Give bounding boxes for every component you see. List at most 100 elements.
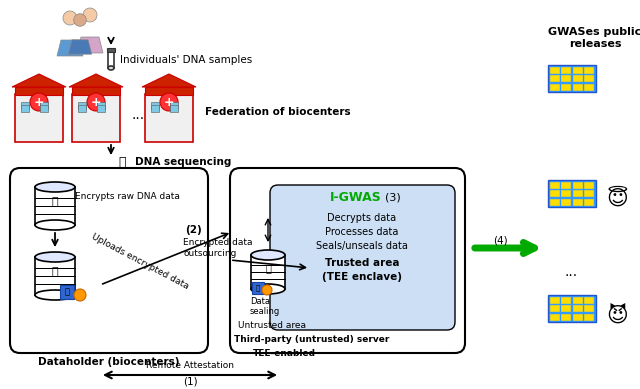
Bar (550, 314, 559, 321)
Text: (3): (3) (385, 192, 401, 202)
Bar (108, 50, 114, 68)
Ellipse shape (35, 290, 75, 300)
Bar (561, 190, 571, 197)
Text: +: + (91, 96, 101, 109)
Bar (561, 182, 571, 189)
Circle shape (262, 285, 272, 295)
Bar (561, 198, 571, 205)
Bar (561, 296, 571, 303)
Text: sealing: sealing (250, 307, 280, 317)
Bar (97, 102, 105, 109)
Text: Trusted area: Trusted area (324, 258, 399, 268)
Text: TEE-enabled: TEE-enabled (253, 349, 316, 357)
Bar (252, 282, 264, 294)
Bar (35, 257, 75, 295)
Bar (584, 75, 594, 82)
Bar (550, 182, 559, 189)
Text: (1): (1) (182, 377, 197, 387)
Bar (150, 105, 159, 112)
Bar (548, 295, 595, 322)
Polygon shape (68, 40, 92, 54)
Text: GWASes public
releases: GWASes public releases (548, 27, 640, 49)
Bar (550, 296, 559, 303)
Text: 🧬: 🧬 (265, 263, 271, 273)
Bar (584, 67, 594, 74)
Bar (584, 190, 594, 197)
Bar (15, 87, 63, 95)
Bar (573, 314, 582, 321)
Bar (40, 105, 48, 112)
Ellipse shape (251, 284, 285, 294)
Bar (573, 198, 582, 205)
Bar (40, 102, 48, 109)
Bar (561, 67, 571, 74)
Bar (15, 94, 63, 142)
Bar (251, 255, 285, 289)
Text: Remote Attestation: Remote Attestation (146, 361, 234, 370)
Text: Untrusted area: Untrusted area (238, 321, 306, 329)
Ellipse shape (35, 252, 75, 262)
Text: Dataholder (biocenters): Dataholder (biocenters) (38, 357, 180, 367)
Bar (77, 102, 86, 109)
Text: outsourcing: outsourcing (183, 249, 236, 258)
Text: Federation of biocenters: Federation of biocenters (205, 107, 351, 117)
Bar (573, 305, 582, 312)
Bar (548, 180, 595, 207)
Bar (573, 67, 582, 74)
Bar (107, 48, 115, 52)
Text: 🔑: 🔑 (65, 287, 70, 296)
Bar (584, 182, 594, 189)
Circle shape (83, 8, 97, 22)
Circle shape (30, 93, 48, 111)
Bar (584, 84, 594, 91)
Text: +: + (164, 96, 174, 109)
Bar (573, 190, 582, 197)
Bar (170, 105, 178, 112)
Bar (550, 190, 559, 197)
Bar (20, 102, 29, 109)
Bar (72, 87, 120, 95)
Circle shape (160, 93, 178, 111)
Text: Data: Data (250, 298, 270, 307)
Bar (170, 102, 178, 109)
Bar (584, 305, 594, 312)
Bar (584, 198, 594, 205)
Bar (561, 84, 571, 91)
Text: 🧬: 🧬 (52, 197, 58, 207)
Bar (584, 296, 594, 303)
Ellipse shape (35, 220, 75, 230)
Ellipse shape (108, 66, 114, 70)
Bar (77, 105, 86, 112)
Polygon shape (142, 74, 196, 87)
Text: ...: ... (131, 108, 145, 122)
Text: 🔑: 🔑 (256, 285, 260, 291)
Text: Decrypts data: Decrypts data (328, 213, 397, 223)
Text: Third-party (untrusted) server: Third-party (untrusted) server (234, 335, 389, 345)
Bar (548, 65, 595, 92)
Bar (573, 84, 582, 91)
Bar (150, 102, 159, 109)
Text: (4): (4) (493, 235, 508, 245)
Text: DNA sequencing: DNA sequencing (135, 157, 232, 167)
Bar (20, 105, 29, 112)
Bar (573, 296, 582, 303)
Text: Processes data: Processes data (325, 227, 399, 237)
Text: Encrypted data: Encrypted data (183, 238, 253, 247)
Text: ...: ... (564, 265, 577, 279)
Text: 🧬: 🧬 (52, 267, 58, 277)
Bar (550, 67, 559, 74)
FancyBboxPatch shape (270, 185, 455, 330)
Text: Seals/unseals data: Seals/unseals data (316, 241, 408, 251)
Circle shape (74, 14, 86, 26)
Bar (97, 105, 105, 112)
Text: 😈: 😈 (606, 305, 628, 325)
Text: Individuals' DNA samples: Individuals' DNA samples (120, 55, 252, 65)
Bar (60, 285, 74, 299)
Text: (2): (2) (185, 225, 202, 235)
Polygon shape (69, 74, 123, 87)
Text: Encrypts raw DNA data: Encrypts raw DNA data (75, 191, 180, 200)
Circle shape (87, 93, 105, 111)
Bar (561, 75, 571, 82)
Circle shape (74, 289, 86, 301)
Bar (584, 314, 594, 321)
